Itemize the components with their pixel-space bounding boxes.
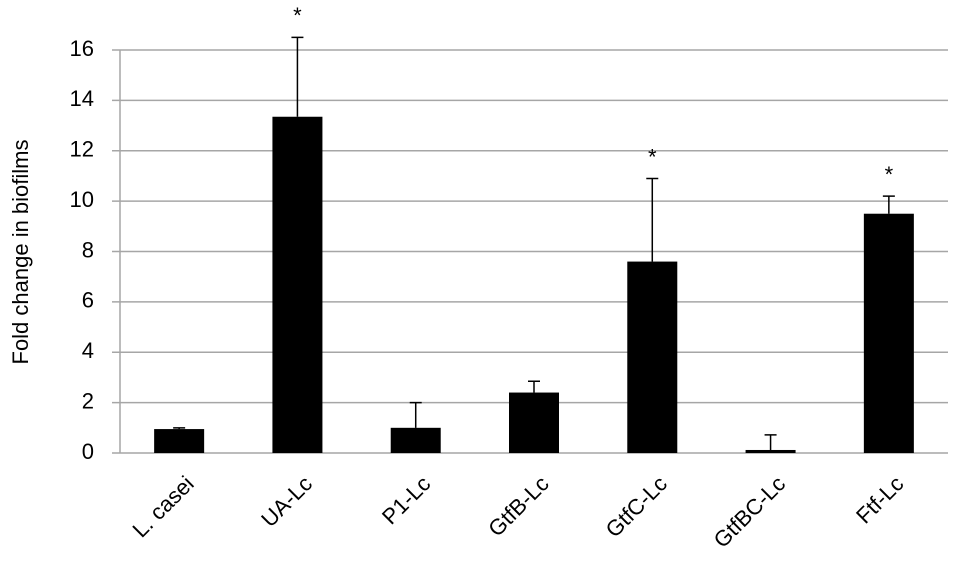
x-tick-label: GtfBC-Lc <box>709 471 791 553</box>
x-tick-label: GtfC-Lc <box>601 471 672 542</box>
y-tick-label: 10 <box>70 187 94 212</box>
y-tick-label: 8 <box>82 237 94 262</box>
bar <box>627 261 678 453</box>
error-bar <box>528 380 540 393</box>
bar <box>745 449 796 453</box>
bar <box>272 116 323 453</box>
y-tick-label: 2 <box>82 388 94 413</box>
x-tick-label: P1-Lc <box>377 471 435 529</box>
error-bar <box>882 195 895 214</box>
significance-marker: * <box>293 3 302 28</box>
y-axis-label: Fold change in biofilms <box>8 139 33 364</box>
error-bar <box>409 401 422 428</box>
bar <box>390 427 441 453</box>
error-bar <box>646 177 659 262</box>
y-tick-label: 0 <box>82 439 94 464</box>
y-tick-label: 12 <box>70 137 94 162</box>
x-tick-label: L. casei <box>127 471 198 542</box>
error-bar <box>764 434 777 450</box>
y-tick-label: 4 <box>82 338 94 363</box>
x-tick-label: Ftf-Lc <box>851 471 908 528</box>
y-tick-label: 14 <box>70 86 94 111</box>
error-bar <box>291 36 304 117</box>
significance-marker: * <box>885 162 894 187</box>
bar <box>509 392 559 453</box>
bar <box>863 213 914 453</box>
x-tick-label: UA-Lc <box>256 471 317 532</box>
bar <box>154 429 205 453</box>
x-tick-label: GtfB-Lc <box>483 471 553 541</box>
y-tick-label: 16 <box>70 36 94 61</box>
y-tick-label: 6 <box>82 288 94 313</box>
significance-marker: * <box>648 144 657 169</box>
error-bar <box>173 427 186 430</box>
